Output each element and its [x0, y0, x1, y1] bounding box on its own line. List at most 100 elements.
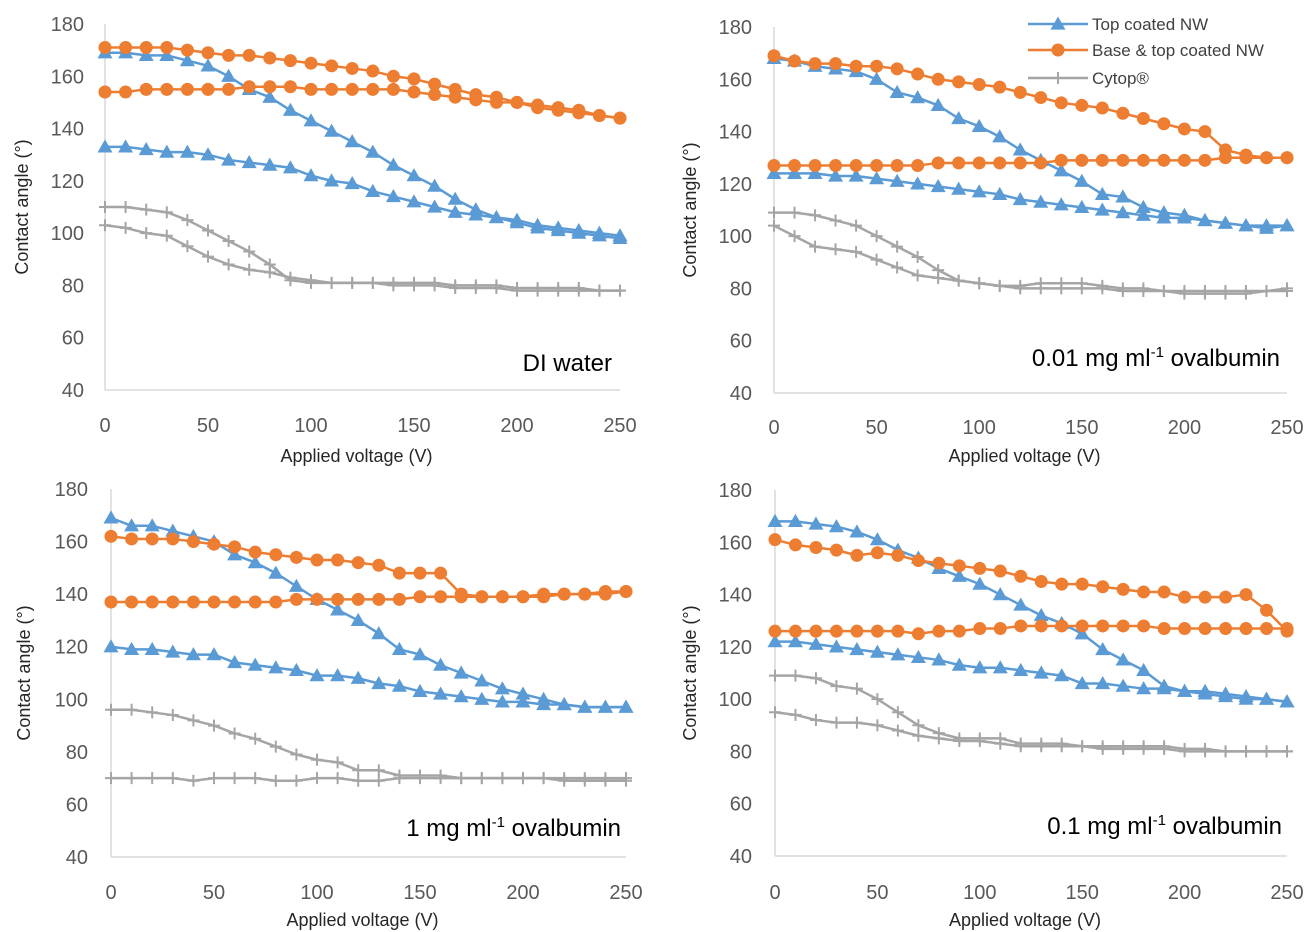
x-tick-label: 100 — [963, 417, 996, 439]
data-point-triangle — [406, 194, 422, 208]
series-plus-6 — [769, 706, 1293, 758]
data-point-triangle — [1094, 186, 1110, 200]
data-point-triangle — [200, 147, 216, 161]
panel-annotation: DI water — [523, 350, 612, 377]
data-point-plus — [973, 277, 986, 290]
data-point-triangle — [1115, 652, 1131, 666]
data-point-triangle — [889, 173, 905, 187]
series-line — [110, 645, 626, 709]
data-point-plus — [1260, 285, 1273, 298]
data-point-circle — [592, 109, 606, 122]
data-point-circle — [973, 561, 987, 575]
data-point-circle — [1259, 151, 1273, 165]
data-point-circle — [809, 624, 823, 638]
series-triangle-1 — [97, 45, 628, 244]
data-point-plus — [372, 774, 385, 787]
data-point-circle — [166, 595, 180, 609]
data-point-circle — [228, 595, 242, 609]
data-point-triangle — [406, 168, 422, 182]
series-triangle-2 — [767, 634, 1295, 708]
data-point-circle — [1055, 619, 1069, 633]
data-point-plus — [290, 774, 303, 787]
data-point-circle — [392, 566, 406, 580]
data-point-circle — [180, 43, 194, 57]
data-point-plus — [146, 772, 159, 785]
data-point-triangle — [324, 173, 340, 187]
data-point-plus — [140, 227, 153, 240]
data-point-circle — [104, 595, 118, 609]
data-point-plus — [558, 774, 571, 787]
data-point-triangle — [124, 518, 140, 532]
panel-annotation: 0.01 mg ml-1 ovalbumin — [1032, 344, 1280, 372]
data-point-plus — [449, 282, 462, 295]
data-point-circle — [283, 54, 297, 68]
legend-marker-plus — [1052, 72, 1064, 84]
data-point-circle — [1239, 622, 1253, 636]
data-point-circle — [125, 532, 139, 546]
y-tick-label: 100 — [55, 689, 88, 711]
data-point-plus — [830, 680, 843, 693]
data-point-plus — [1076, 740, 1089, 753]
data-point-triangle — [330, 668, 346, 682]
data-point-triangle — [807, 165, 823, 180]
series-circle-3 — [104, 529, 633, 604]
data-point-triangle — [1197, 683, 1213, 697]
data-point-plus — [181, 214, 194, 227]
series-circle-3 — [98, 41, 627, 125]
data-point-triangle — [165, 523, 181, 537]
data-point-triangle — [447, 204, 463, 218]
data-point-circle — [932, 556, 946, 570]
data-point-plus — [125, 772, 138, 785]
data-point-triangle — [427, 178, 443, 192]
series-circle-4 — [104, 585, 633, 609]
legend: Top coated NW Base & top coated NW Cytop® — [1028, 15, 1264, 88]
data-point-plus — [1117, 742, 1130, 755]
data-point-plus — [208, 719, 220, 732]
data-point-circle — [829, 159, 843, 173]
data-point-circle — [808, 159, 822, 173]
series-plus-5 — [769, 669, 1293, 758]
data-point-plus — [973, 734, 986, 747]
series-triangle-2 — [97, 139, 628, 242]
y-tick-label: 160 — [719, 532, 752, 554]
data-point-triangle — [1238, 689, 1254, 703]
data-point-plus — [222, 258, 235, 271]
y-tick-label: 160 — [55, 532, 88, 554]
data-point-triangle — [808, 516, 824, 530]
data-point-plus — [932, 732, 945, 745]
legend-label: Top coated NW — [1092, 15, 1208, 34]
x-axis-title: Applied voltage (V) — [949, 910, 1101, 930]
data-point-triangle — [391, 641, 407, 655]
data-point-triangle — [262, 89, 278, 103]
data-point-triangle — [103, 510, 119, 524]
y-tick-label: 160 — [719, 69, 752, 91]
data-point-plus — [228, 772, 241, 785]
data-point-triangle — [910, 176, 926, 190]
x-tick-label: 0 — [768, 417, 779, 439]
data-point-triangle — [350, 612, 366, 627]
data-point-triangle — [494, 681, 510, 695]
data-point-triangle — [1012, 192, 1028, 206]
data-point-circle — [788, 159, 802, 173]
data-point-triangle — [206, 647, 222, 661]
data-point-circle — [222, 48, 236, 62]
data-point-circle — [993, 622, 1007, 636]
series-line — [775, 674, 1287, 753]
data-point-triangle — [468, 207, 484, 221]
data-point-triangle — [951, 568, 967, 582]
data-point-plus — [181, 240, 194, 253]
data-point-triangle — [612, 228, 628, 242]
data-point-triangle — [159, 47, 175, 61]
data-point-circle — [1280, 151, 1294, 165]
data-point-circle — [1198, 590, 1212, 604]
data-point-circle — [469, 93, 483, 107]
x-tick-label: 0 — [769, 882, 780, 904]
data-point-triangle — [556, 697, 572, 711]
data-point-circle — [788, 624, 802, 638]
data-point-circle — [1014, 619, 1028, 633]
data-point-plus — [331, 772, 344, 785]
data-point-circle — [248, 545, 262, 559]
data-point-plus — [243, 245, 256, 258]
data-point-plus — [517, 772, 529, 785]
data-point-circle — [1219, 622, 1233, 636]
